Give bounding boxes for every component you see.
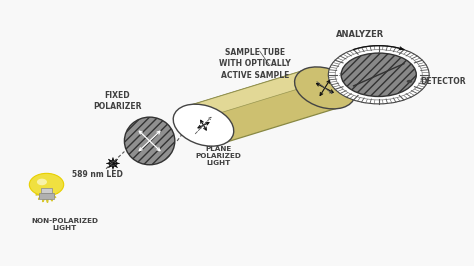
Text: PLANE
POLARIZED
LIGHT: PLANE POLARIZED LIGHT [195, 146, 241, 166]
Ellipse shape [341, 53, 416, 97]
Text: DETECTOR: DETECTOR [420, 77, 465, 86]
Text: 589 nm LED: 589 nm LED [72, 169, 123, 178]
Ellipse shape [173, 104, 234, 146]
Text: ANALYZER: ANALYZER [336, 30, 384, 39]
Text: FIXED
POLARIZER: FIXED POLARIZER [93, 91, 142, 110]
Text: 90: 90 [413, 73, 418, 77]
Circle shape [335, 50, 422, 100]
Ellipse shape [37, 179, 47, 185]
Ellipse shape [29, 173, 64, 196]
Polygon shape [186, 69, 342, 144]
Polygon shape [186, 69, 319, 119]
Circle shape [328, 46, 429, 104]
Circle shape [407, 80, 412, 83]
Ellipse shape [124, 117, 175, 165]
Text: 180: 180 [375, 94, 382, 98]
Text: NON-POLARIZED
LIGHT: NON-POLARIZED LIGHT [31, 218, 98, 231]
Ellipse shape [294, 67, 355, 109]
Text: 270: 270 [339, 73, 346, 77]
Text: SAMPLE TUBE
WITH OPTICALLY
ACTIVE SAMPLE: SAMPLE TUBE WITH OPTICALLY ACTIVE SAMPLE [219, 48, 291, 80]
Text: 0: 0 [378, 52, 380, 56]
FancyBboxPatch shape [41, 188, 53, 193]
FancyBboxPatch shape [39, 193, 54, 199]
